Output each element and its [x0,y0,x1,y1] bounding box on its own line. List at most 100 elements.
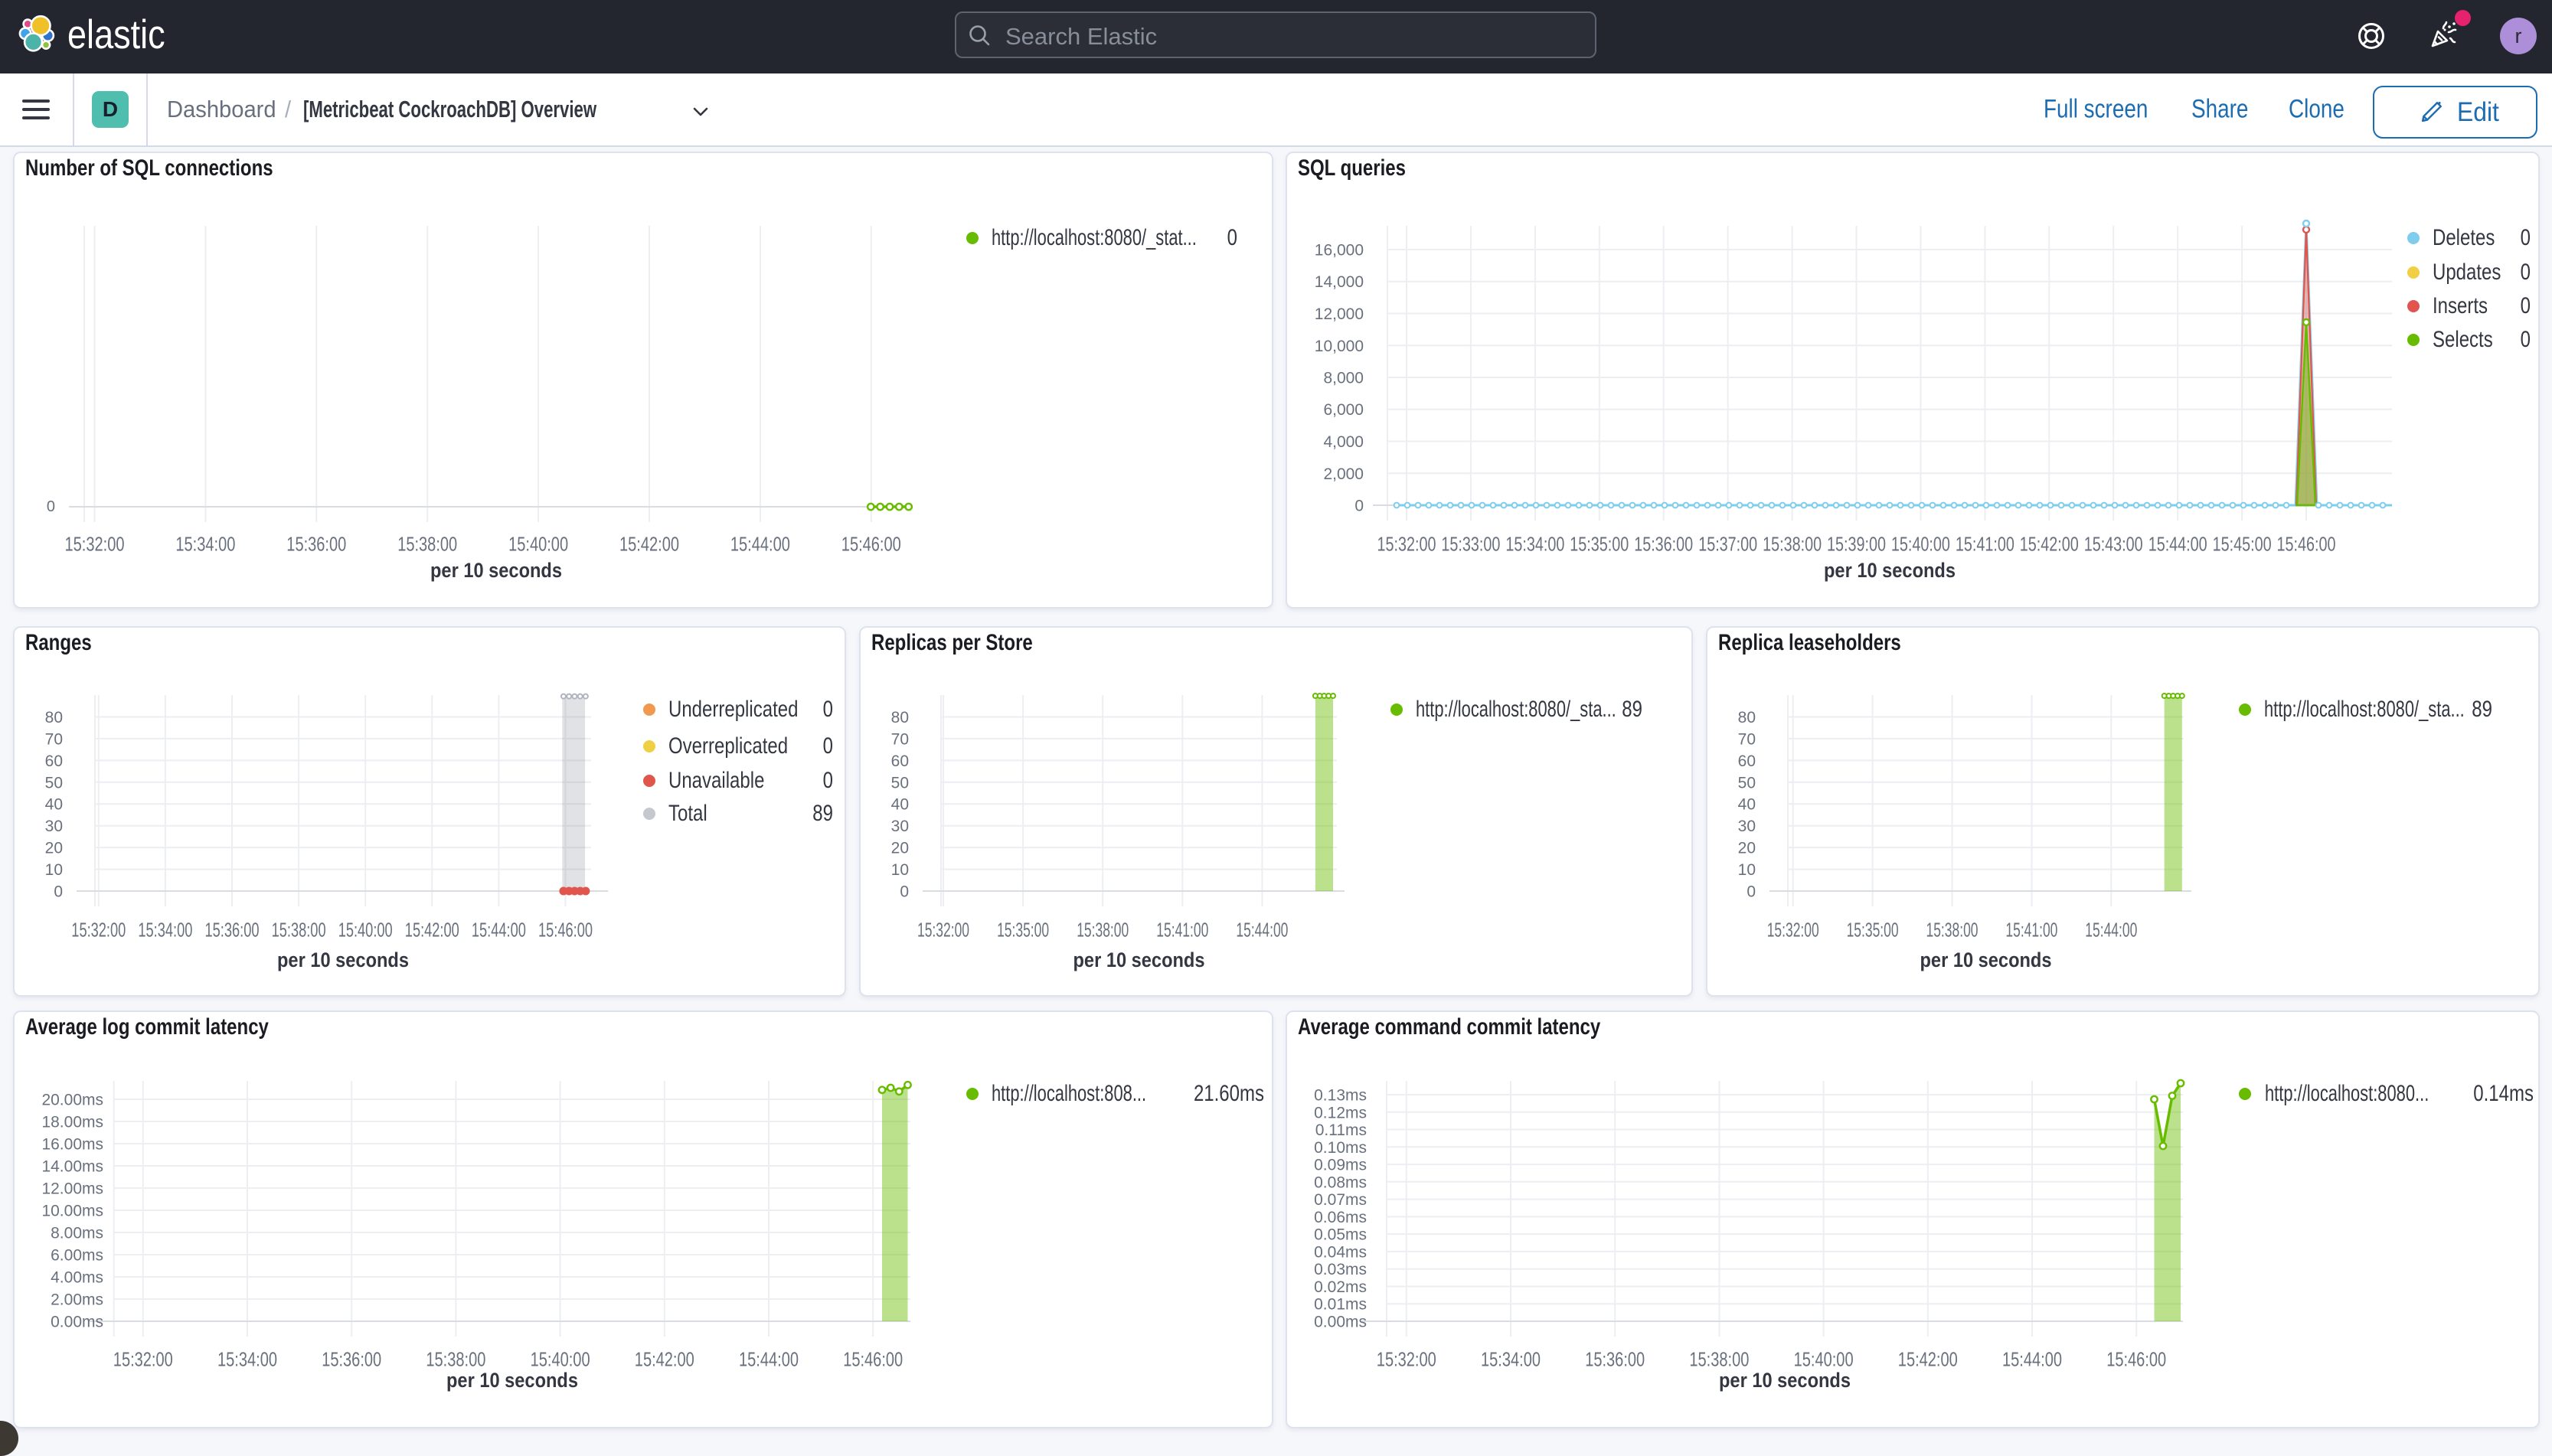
svg-text:15:46:00: 15:46:00 [843,1347,903,1370]
svg-text:15:36:00: 15:36:00 [322,1347,381,1370]
svg-text:15:44:00: 15:44:00 [2148,532,2207,555]
svg-text:4.00ms: 4.00ms [51,1269,103,1287]
svg-text:15:45:00: 15:45:00 [2213,532,2272,555]
svg-text:10: 10 [1738,861,1756,879]
svg-text:per 10 seconds: per 10 seconds [1920,948,2052,971]
svg-text:70: 70 [1738,730,1756,748]
svg-text:0.12ms: 0.12ms [1314,1104,1367,1121]
svg-text:6,000: 6,000 [1323,401,1364,419]
svg-text:60: 60 [1738,752,1756,770]
svg-text:per 10 seconds: per 10 seconds [1719,1369,1851,1392]
svg-text:15:46:00: 15:46:00 [538,918,593,941]
svg-text:15:46:00: 15:46:00 [2106,1347,2166,1370]
svg-text:30: 30 [45,818,63,835]
svg-text:15:42:00: 15:42:00 [619,532,679,555]
svg-text:0.09ms: 0.09ms [1314,1157,1367,1174]
svg-text:10.00ms: 10.00ms [41,1203,103,1220]
svg-text:per 10 seconds: per 10 seconds [1824,559,1956,582]
svg-text:8.00ms: 8.00ms [51,1225,103,1242]
svg-text:10: 10 [45,861,63,879]
svg-text:0.01ms: 0.01ms [1314,1296,1367,1314]
svg-text:80: 80 [891,709,909,726]
svg-text:10: 10 [891,861,909,879]
svg-text:40: 40 [45,796,63,814]
svg-text:60: 60 [891,752,909,770]
svg-text:50: 50 [1738,774,1756,792]
svg-text:0.07ms: 0.07ms [1314,1191,1367,1209]
svg-text:0: 0 [47,498,55,515]
svg-text:15:32:00: 15:32:00 [71,918,126,941]
svg-text:50: 50 [45,774,63,792]
svg-text:0.11ms: 0.11ms [1315,1121,1367,1139]
svg-text:12,000: 12,000 [1315,305,1364,323]
svg-text:0.02ms: 0.02ms [1314,1278,1367,1296]
svg-text:0.06ms: 0.06ms [1314,1209,1367,1226]
svg-text:0.00ms: 0.00ms [1314,1314,1367,1331]
svg-text:60: 60 [45,752,63,770]
svg-text:15:39:00: 15:39:00 [1827,532,1886,555]
svg-text:10,000: 10,000 [1315,338,1364,355]
svg-text:15:33:00: 15:33:00 [1441,532,1500,555]
svg-text:15:41:00: 15:41:00 [1956,532,2014,555]
svg-text:15:35:00: 15:35:00 [997,918,1049,941]
svg-text:per 10 seconds: per 10 seconds [1073,948,1205,971]
svg-text:0: 0 [54,883,63,901]
svg-text:0.13ms: 0.13ms [1314,1087,1367,1105]
svg-text:15:44:00: 15:44:00 [2085,918,2137,941]
svg-text:20.00ms: 20.00ms [41,1092,103,1109]
svg-text:per 10 seconds: per 10 seconds [446,1369,578,1392]
svg-text:15:44:00: 15:44:00 [1236,918,1288,941]
svg-text:15:38:00: 15:38:00 [1689,1347,1749,1370]
svg-text:15:42:00: 15:42:00 [1898,1347,1958,1370]
svg-text:15:46:00: 15:46:00 [2277,532,2336,555]
svg-text:15:44:00: 15:44:00 [2002,1347,2062,1370]
svg-text:15:43:00: 15:43:00 [2084,532,2143,555]
svg-text:16,000: 16,000 [1315,242,1364,260]
svg-text:15:44:00: 15:44:00 [730,532,790,555]
svg-text:per 10 seconds: per 10 seconds [430,559,562,582]
svg-text:40: 40 [1738,796,1756,814]
svg-text:15:34:00: 15:34:00 [217,1347,277,1370]
svg-text:15:36:00: 15:36:00 [1634,532,1693,555]
svg-text:8,000: 8,000 [1323,370,1364,387]
svg-text:15:41:00: 15:41:00 [1156,918,1208,941]
svg-text:15:32:00: 15:32:00 [917,918,969,941]
svg-text:15:38:00: 15:38:00 [1926,918,1979,941]
svg-text:0.05ms: 0.05ms [1314,1226,1367,1244]
svg-text:0.04ms: 0.04ms [1314,1243,1367,1261]
svg-text:0.00ms: 0.00ms [51,1314,103,1331]
svg-text:0: 0 [1747,883,1756,901]
svg-text:15:41:00: 15:41:00 [2005,918,2057,941]
svg-text:per 10 seconds: per 10 seconds [277,948,409,971]
svg-text:20: 20 [891,840,909,857]
svg-text:15:32:00: 15:32:00 [1377,532,1436,555]
svg-text:15:35:00: 15:35:00 [1570,532,1629,555]
svg-text:15:32:00: 15:32:00 [1767,918,1819,941]
svg-text:15:38:00: 15:38:00 [397,532,457,555]
svg-text:0: 0 [1354,498,1364,515]
svg-text:15:42:00: 15:42:00 [635,1347,694,1370]
svg-text:15:36:00: 15:36:00 [205,918,260,941]
svg-text:30: 30 [891,818,909,835]
svg-text:15:40:00: 15:40:00 [1891,532,1950,555]
svg-text:14,000: 14,000 [1315,273,1364,291]
svg-text:15:44:00: 15:44:00 [472,918,526,941]
svg-text:15:38:00: 15:38:00 [426,1347,485,1370]
svg-text:15:36:00: 15:36:00 [1585,1347,1645,1370]
svg-text:15:32:00: 15:32:00 [65,532,125,555]
svg-text:14.00ms: 14.00ms [41,1158,103,1176]
svg-text:30: 30 [1738,818,1756,835]
svg-text:20: 20 [45,840,63,857]
svg-text:15:32:00: 15:32:00 [1377,1347,1436,1370]
svg-text:15:40:00: 15:40:00 [508,532,568,555]
svg-text:15:32:00: 15:32:00 [113,1347,173,1370]
svg-text:6.00ms: 6.00ms [51,1247,103,1265]
svg-text:15:38:00: 15:38:00 [1077,918,1129,941]
svg-text:0.08ms: 0.08ms [1314,1174,1367,1191]
svg-text:15:34:00: 15:34:00 [175,532,235,555]
svg-text:15:44:00: 15:44:00 [739,1347,799,1370]
svg-text:15:46:00: 15:46:00 [841,532,901,555]
svg-text:18.00ms: 18.00ms [41,1114,103,1131]
svg-text:80: 80 [45,709,63,726]
svg-text:15:38:00: 15:38:00 [1763,532,1822,555]
